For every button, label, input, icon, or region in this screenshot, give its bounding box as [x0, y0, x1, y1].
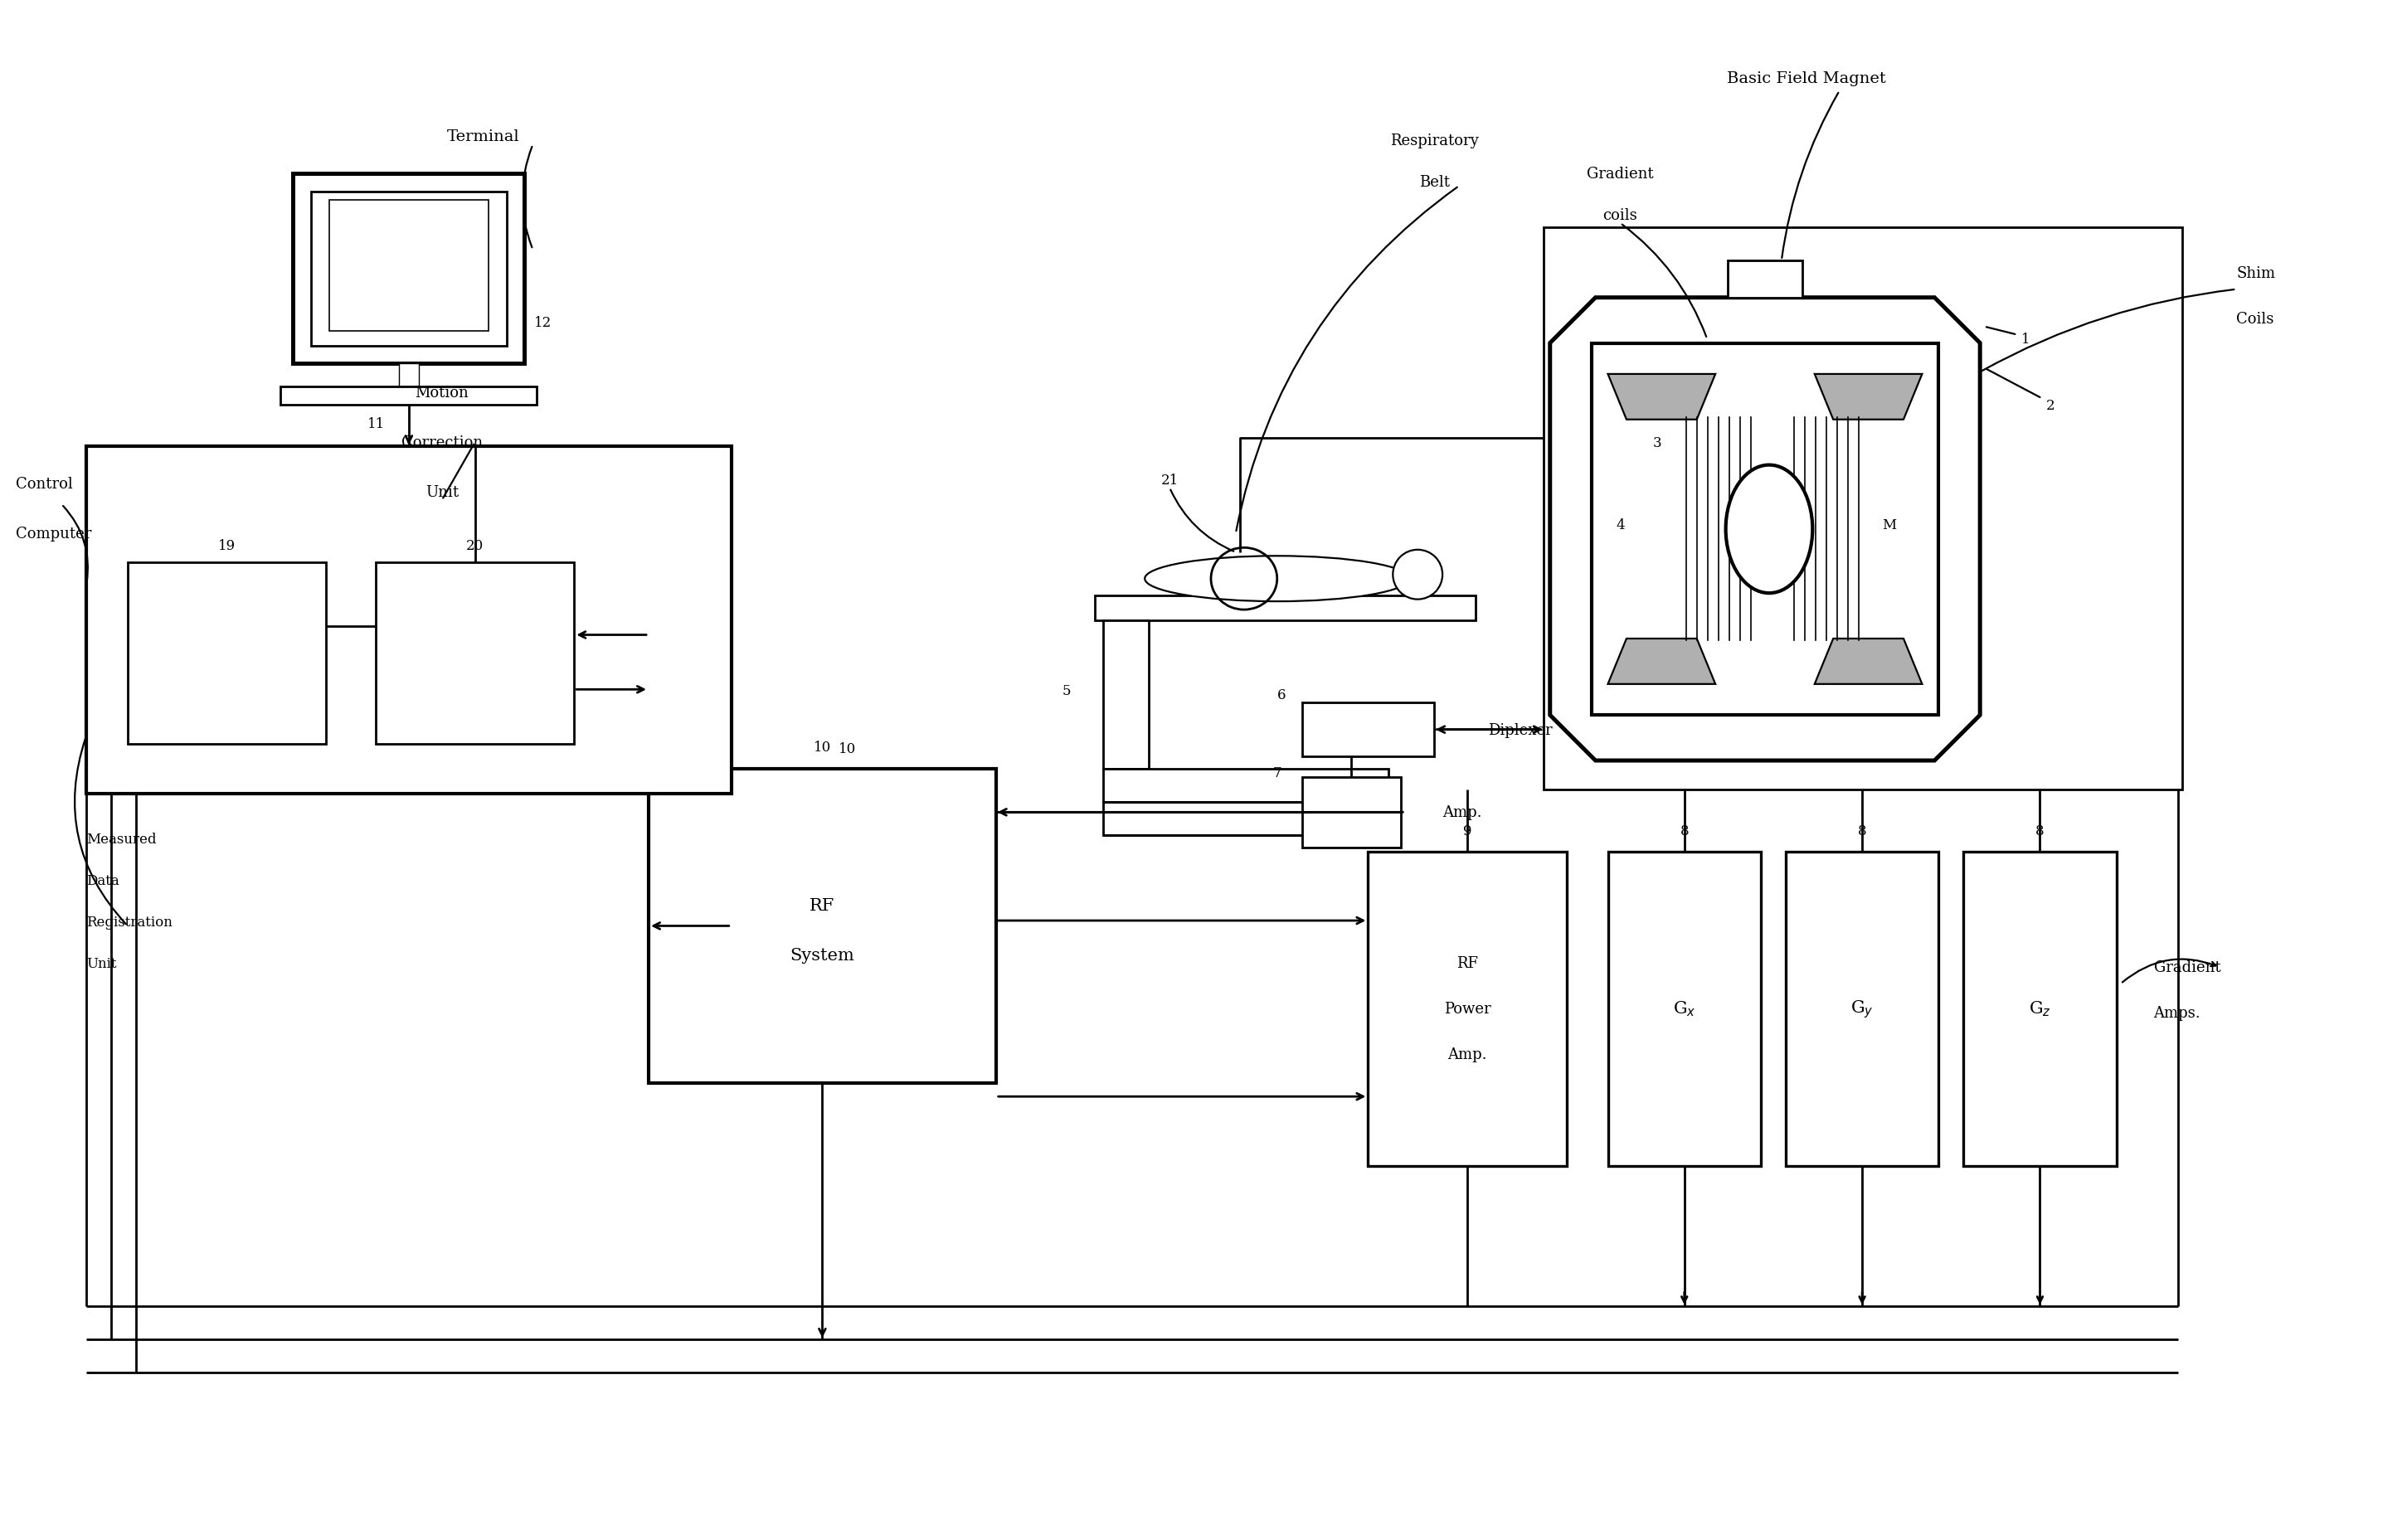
Text: 9: 9 [1463, 824, 1471, 838]
Bar [1095, 596, 1475, 621]
Text: 3: 3 [1654, 436, 1661, 450]
Text: 2: 2 [2046, 399, 2056, 413]
Ellipse shape [1146, 556, 1411, 602]
Text: Computer: Computer [17, 527, 91, 541]
Text: Amps.: Amps. [2154, 1006, 2200, 1021]
Bar [294, 174, 525, 365]
Text: 7: 7 [1273, 767, 1281, 781]
Bar [375, 562, 575, 744]
Polygon shape [1815, 639, 1923, 684]
Text: G$_y$: G$_y$ [1851, 998, 1873, 1019]
Text: coils: coils [1603, 208, 1637, 223]
Text: 4: 4 [1615, 519, 1625, 533]
Text: Power: Power [1444, 1001, 1490, 1016]
Text: Control: Control [17, 476, 72, 491]
Text: 19: 19 [219, 539, 236, 553]
Bar [1591, 343, 1938, 716]
Text: 8: 8 [2036, 824, 2044, 838]
Bar [1543, 228, 2183, 790]
Text: Amp.: Amp. [1442, 805, 1483, 819]
Text: 10: 10 [838, 741, 857, 756]
Text: Respiratory: Respiratory [1389, 134, 1478, 148]
Text: 5: 5 [1061, 684, 1071, 698]
Text: Registration: Registration [87, 915, 173, 929]
Text: Diplexer: Diplexer [1488, 722, 1553, 738]
Text: M: M [1882, 519, 1897, 533]
Bar [330, 200, 489, 331]
Text: 1: 1 [2022, 333, 2029, 347]
Bar [1964, 852, 2116, 1166]
Bar [282, 388, 537, 405]
Bar [1102, 621, 1148, 768]
Bar [1728, 260, 1803, 299]
Text: Shim: Shim [2236, 266, 2275, 280]
Text: Coils: Coils [2236, 311, 2275, 326]
Polygon shape [1550, 299, 1981, 761]
Text: Data: Data [87, 873, 120, 887]
Bar [311, 192, 505, 347]
Text: 21: 21 [1160, 473, 1179, 487]
Text: G$_z$: G$_z$ [2029, 999, 2051, 1018]
Text: 10: 10 [814, 739, 830, 755]
Text: System: System [789, 947, 854, 962]
Text: RF: RF [809, 898, 835, 913]
Bar [87, 447, 732, 795]
Text: 8: 8 [1858, 824, 1865, 838]
Text: RF: RF [1456, 956, 1478, 970]
Bar [400, 365, 419, 388]
Bar [647, 768, 996, 1083]
Text: 6: 6 [1276, 688, 1285, 702]
Text: Gradient: Gradient [2154, 959, 2222, 975]
Text: Correction: Correction [402, 436, 481, 450]
Bar [1608, 852, 1762, 1166]
Text: G$_x$: G$_x$ [1673, 999, 1697, 1018]
Text: Basic Field Magnet: Basic Field Magnet [1726, 72, 1885, 86]
Bar [1102, 768, 1389, 802]
Polygon shape [1608, 374, 1716, 420]
Text: Motion: Motion [414, 385, 469, 400]
Polygon shape [1608, 639, 1716, 684]
Text: Terminal: Terminal [448, 129, 520, 145]
Text: Unit: Unit [87, 956, 116, 970]
Circle shape [1394, 550, 1442, 599]
Bar [1302, 704, 1435, 756]
Text: 20: 20 [467, 539, 484, 553]
Bar [1302, 778, 1401, 847]
Text: 12: 12 [534, 316, 551, 330]
Ellipse shape [1726, 465, 1812, 593]
Text: Unit: Unit [426, 485, 457, 501]
Polygon shape [1815, 374, 1923, 420]
Text: 11: 11 [368, 417, 385, 431]
Text: Belt: Belt [1418, 176, 1449, 189]
Text: Amp.: Amp. [1447, 1047, 1488, 1061]
Bar [1786, 852, 1938, 1166]
Text: Gradient: Gradient [1586, 166, 1654, 182]
Text: 8: 8 [1680, 824, 1690, 838]
Bar [1102, 802, 1389, 835]
Bar [1367, 852, 1567, 1166]
Text: Measured: Measured [87, 832, 156, 847]
Bar [128, 562, 325, 744]
